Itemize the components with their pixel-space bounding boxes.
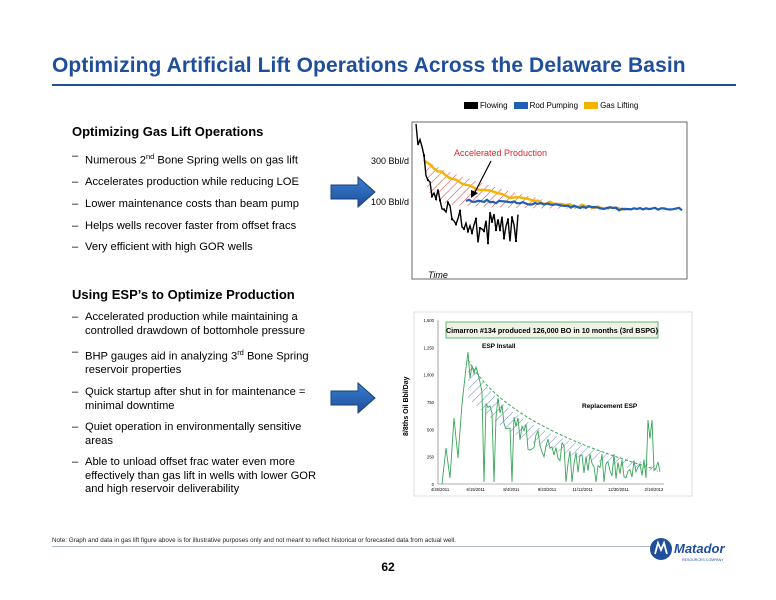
esp-bullet: Able to unload offset frac water even mo… <box>72 456 330 497</box>
flowing-point <box>447 201 449 204</box>
y-ref-100: 100 Bbl/d <box>371 197 409 207</box>
logo-subtext: RESOURCES COMPANY <box>682 558 724 562</box>
page-number: 62 <box>381 560 395 574</box>
flowing-point <box>451 218 453 221</box>
x-tick-label: 6/15/2011 <box>467 487 486 492</box>
title-underline <box>52 84 736 86</box>
x-tick-label: 2/18/2012 <box>645 487 664 492</box>
legend-label: Flowing <box>480 101 508 110</box>
flowing-point <box>507 218 509 221</box>
footer-divider <box>52 546 652 547</box>
matador-logo: Matador RESOURCES COMPANY <box>650 538 726 562</box>
y-tick-label: 1,500 <box>424 318 435 323</box>
flowing-point <box>475 217 477 220</box>
flowing-point <box>439 199 441 202</box>
gas_lift-bullet: Very efficient with high GOR wells <box>72 241 312 255</box>
flowing-point <box>443 208 445 211</box>
esp-bullet: Quick startup after shut in for maintena… <box>72 386 330 413</box>
esp-bullet: Accelerated production while maintaining… <box>72 311 330 338</box>
annotation-replacement-esp: Replacement ESP <box>582 403 638 410</box>
flowing-point <box>495 229 497 232</box>
flowing-point <box>479 227 481 230</box>
slide-title: Optimizing Artificial Lift Operations Ac… <box>52 54 686 77</box>
esp-production-chart: Cimarron #134 produced 126,000 BO in 10 … <box>403 311 693 497</box>
y-ticks: 0 250 500 750 1,000 1,250 1,500 <box>424 318 435 487</box>
hatch-area <box>468 356 658 472</box>
flowing-point <box>499 229 501 232</box>
x-tick-label: 12/30/2011 <box>608 487 629 492</box>
flowing-point <box>483 230 485 233</box>
esp-heading: Using ESP’s to Optimize Production <box>72 287 295 302</box>
annotation-accelerated: Accelerated Production <box>454 148 547 158</box>
x-tick-label: 8/4/2011 <box>503 487 520 492</box>
accelerated-area <box>424 160 628 211</box>
flowing-point <box>423 154 425 157</box>
gas_lift-bullet: Lower maintenance costs than beam pump <box>72 198 312 212</box>
annotation-arrow <box>473 160 492 195</box>
legend-swatch <box>513 102 528 109</box>
gas_lift-bullet: Accelerates production while reducing LO… <box>72 176 312 190</box>
gas-lift-bullets: Numerous 2nd Bone Spring wells on gas li… <box>72 150 312 263</box>
legend-label: Rod Pumping <box>529 101 579 110</box>
flowing-point <box>455 223 457 226</box>
flowing-point <box>435 197 437 200</box>
series-oil-rate <box>441 351 661 485</box>
legend-label: Gas Lifting <box>600 101 639 110</box>
flowing-point <box>471 231 473 234</box>
gas-lift-heading: Optimizing Gas Lift Operations <box>72 124 264 139</box>
decline-trend <box>467 359 659 471</box>
arrow-right-icon <box>330 382 376 414</box>
y-tick-label: 500 <box>427 427 435 432</box>
esp-bullet: Quiet operation in environmentally sensi… <box>72 421 330 448</box>
flowing-point <box>459 209 461 212</box>
y-tick-label: 750 <box>427 400 435 405</box>
esp-bullets: Accelerated production while maintaining… <box>72 311 330 505</box>
chart-legend: Flowing Rod Pumping Gas Lifting <box>464 101 644 110</box>
arrow-right-icon <box>330 176 376 208</box>
logo-text: Matador <box>674 541 726 556</box>
y-tick-label: 1,250 <box>424 345 435 350</box>
chart-title: Cimarron #134 produced 126,000 BO in 10 … <box>446 326 659 335</box>
x-tick-label: 9/23/2011 <box>538 487 557 492</box>
flowing-point <box>511 216 513 219</box>
chart-title-box <box>445 321 659 339</box>
legend-swatch <box>464 102 478 109</box>
flowing-point <box>431 195 433 198</box>
flowing-point <box>467 230 469 233</box>
x-tick-label: 11/12/2011 <box>572 487 593 492</box>
flowing-point <box>503 237 505 240</box>
gas_lift-bullet: Helps wells recover faster from offset f… <box>72 220 312 234</box>
x-tick-label: 4/26/2011 <box>431 487 450 492</box>
esp-bullet: BHP gauges aid in analyzing 3rd Bone Spr… <box>72 346 330 378</box>
y-axis-label: 8/8ths Oil Bbl/Day <box>403 376 410 436</box>
y-ref-300: 300 Bbl/d <box>371 156 409 166</box>
series-flowing <box>415 123 519 244</box>
flowing-point <box>515 239 517 242</box>
artificial-lift-chart: Accelerated Production 300 Bbl/d 100 Bbl… <box>371 121 688 280</box>
x-axis-label: Time <box>428 270 448 280</box>
flowing-markers <box>423 154 517 245</box>
series-rod-pumping <box>465 198 683 212</box>
x-ticks: 4/26/2011 6/15/2011 8/4/2011 9/23/2011 11/12… <box>431 487 664 492</box>
flowing-point <box>463 227 465 230</box>
flowing-point <box>491 220 493 223</box>
y-tick-label: 1,000 <box>424 373 435 378</box>
y-tick-label: 0 <box>432 482 435 487</box>
flowing-point <box>487 242 489 245</box>
disclaimer-note: Note: Graph and data in gas lift figure … <box>52 537 456 544</box>
flowing-point <box>427 179 429 182</box>
y-tick-label: 250 <box>427 455 435 460</box>
annotation-esp-install: ESP Install <box>482 343 516 350</box>
legend-swatch <box>584 102 599 109</box>
gas_lift-bullet: Numerous 2nd Bone Spring wells on gas li… <box>72 150 312 168</box>
